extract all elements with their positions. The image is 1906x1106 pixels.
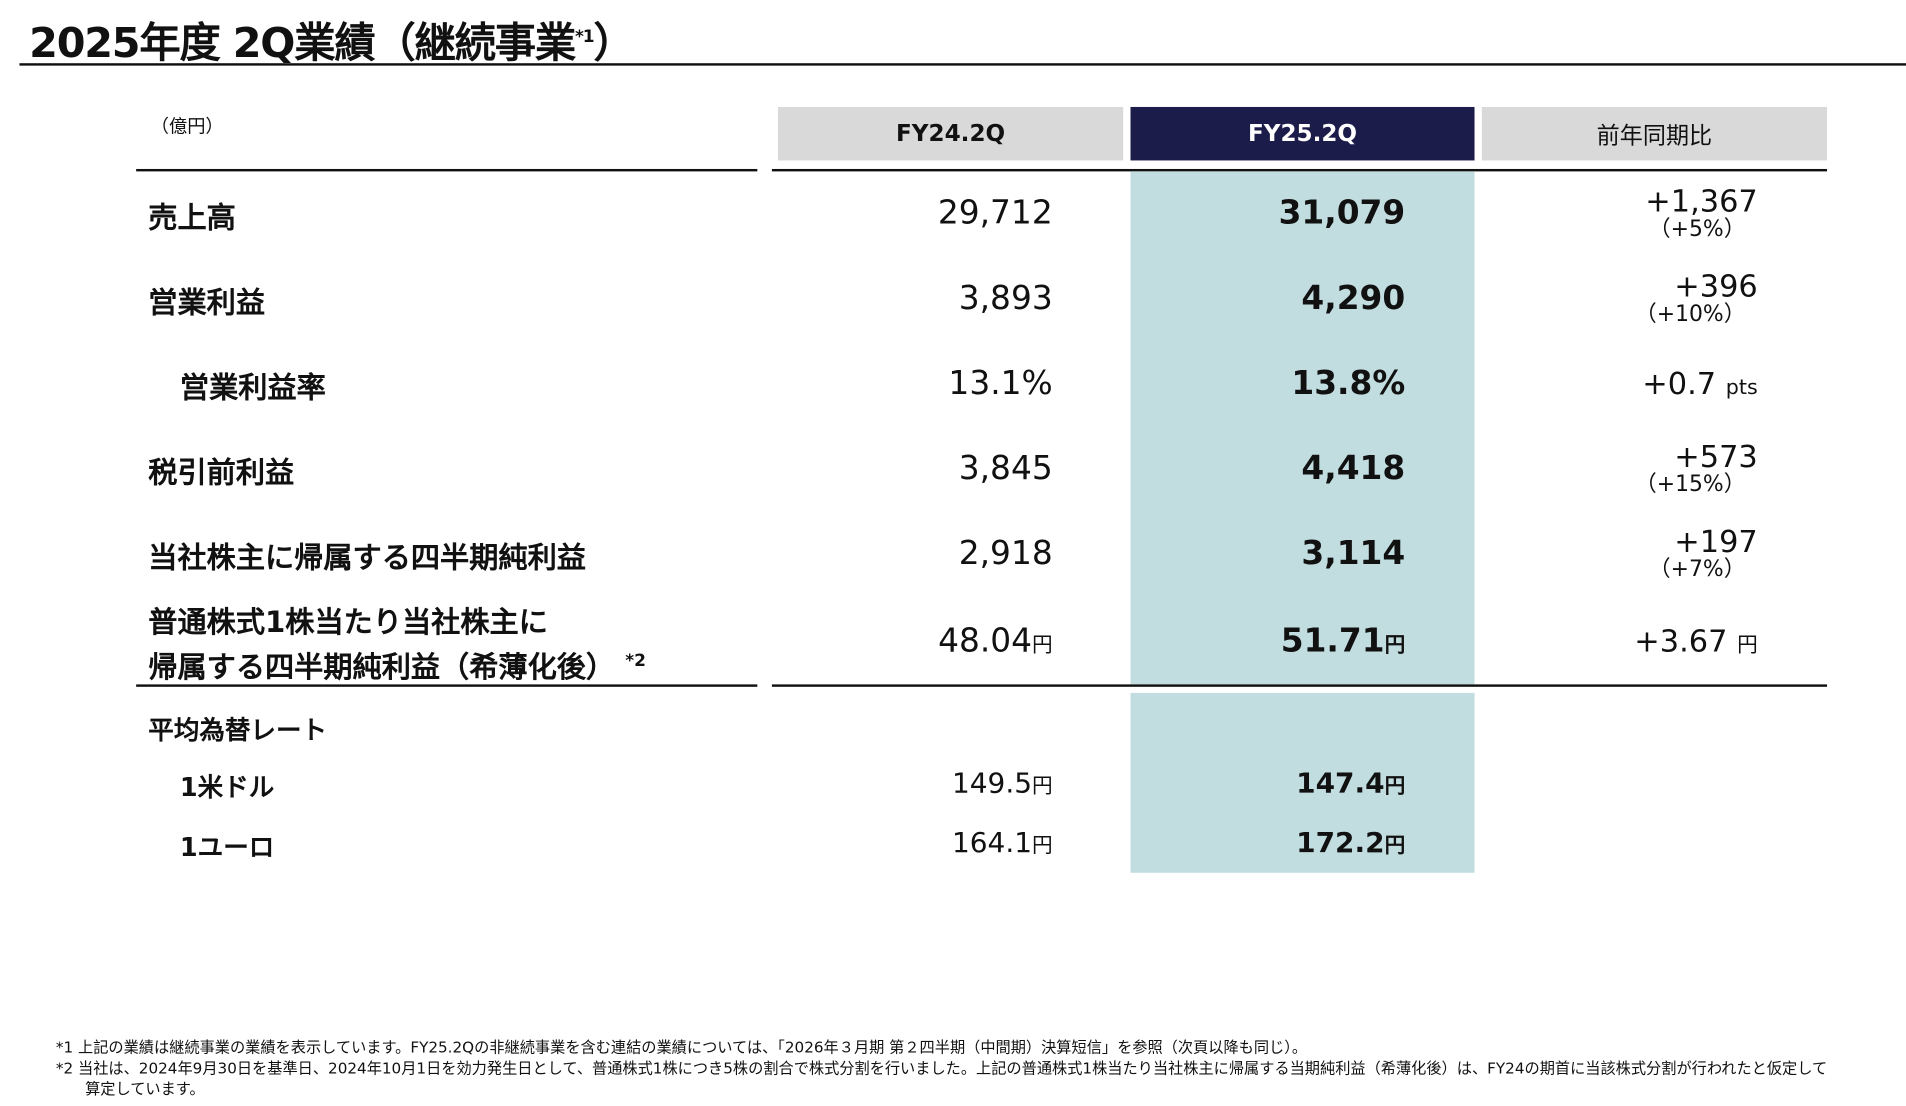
- header-fy24: FY24.2Q: [777, 106, 1124, 161]
- row-label-pretax: 税引前利益: [148, 455, 295, 490]
- divider: [771, 684, 1828, 687]
- yoy-op-margin: +0.7 pts: [1642, 365, 1758, 402]
- yoy-sales: +1,367 （+5%）: [1645, 183, 1758, 242]
- fy25-eps: 51.71円: [1280, 622, 1406, 661]
- row-label-op-margin: 営業利益率: [179, 370, 326, 405]
- fy25-net-income: 3,114: [1301, 534, 1406, 573]
- footnote-2: *2 当社は、2024年9月30日を基準日、2024年10月1日を効力発生日とし…: [55, 1058, 1828, 1078]
- fy24-sales: 29,712: [937, 194, 1053, 233]
- fy25-op-margin: 13.8%: [1291, 364, 1406, 403]
- fx-title: 平均為替レート: [148, 715, 327, 746]
- fy24-eps: 48.04円: [938, 622, 1053, 661]
- row-label-op-income: 営業利益: [148, 285, 266, 320]
- header-yoy: 前年同期比: [1481, 106, 1828, 161]
- fy24-net-income: 2,918: [958, 534, 1053, 573]
- row-label-net-income: 当社株主に帰属する四半期純利益: [148, 540, 586, 575]
- fy25-usd: 147.4円: [1296, 768, 1406, 800]
- fy25-highlight-fx: [1130, 692, 1475, 873]
- fy25-eur: 172.2円: [1296, 827, 1406, 860]
- fy25-pretax: 4,418: [1301, 449, 1406, 488]
- divider: [771, 168, 1828, 172]
- fy24-op-income: 3,893: [958, 279, 1053, 318]
- fx-label-usd: 1米ドル: [179, 773, 275, 803]
- yoy-op-income: +396 （+10%）: [1634, 268, 1758, 327]
- page-title: 2025年度 2Q業績（継続事業*1）: [29, 19, 634, 69]
- unit-label: （億円）: [150, 115, 224, 138]
- divider: [136, 684, 758, 687]
- row-label-sales: 売上高: [148, 200, 236, 235]
- footnote-1: *1 上記の業績は継続事業の業績を表示しています。FY25.2Qの非継続事業を含…: [55, 1038, 1308, 1057]
- fy25-sales: 31,079: [1278, 194, 1406, 233]
- fy24-pretax: 3,845: [958, 449, 1053, 488]
- title-underline: [19, 63, 1906, 66]
- header-fy25: FY25.2Q: [1130, 106, 1475, 161]
- row-label-eps: 普通株式1株当たり当社株主に 帰属する四半期純利益（希薄化後） *2: [148, 605, 646, 685]
- yoy-net-income: +197 （+7%）: [1648, 523, 1758, 583]
- fy25-highlight: [1130, 171, 1475, 685]
- fx-label-eur: 1ユーロ: [179, 832, 275, 862]
- yoy-pretax: +573 （+15%）: [1634, 438, 1758, 498]
- fy24-eur: 164.1円: [951, 827, 1053, 860]
- footnote-2-cont: 算定しています。: [85, 1079, 205, 1098]
- fy25-op-income: 4,290: [1301, 279, 1406, 318]
- divider: [136, 168, 758, 172]
- yoy-eps: +3.67 円: [1634, 623, 1758, 659]
- fy24-usd: 149.5円: [951, 768, 1053, 800]
- fy24-op-margin: 13.1%: [948, 364, 1053, 403]
